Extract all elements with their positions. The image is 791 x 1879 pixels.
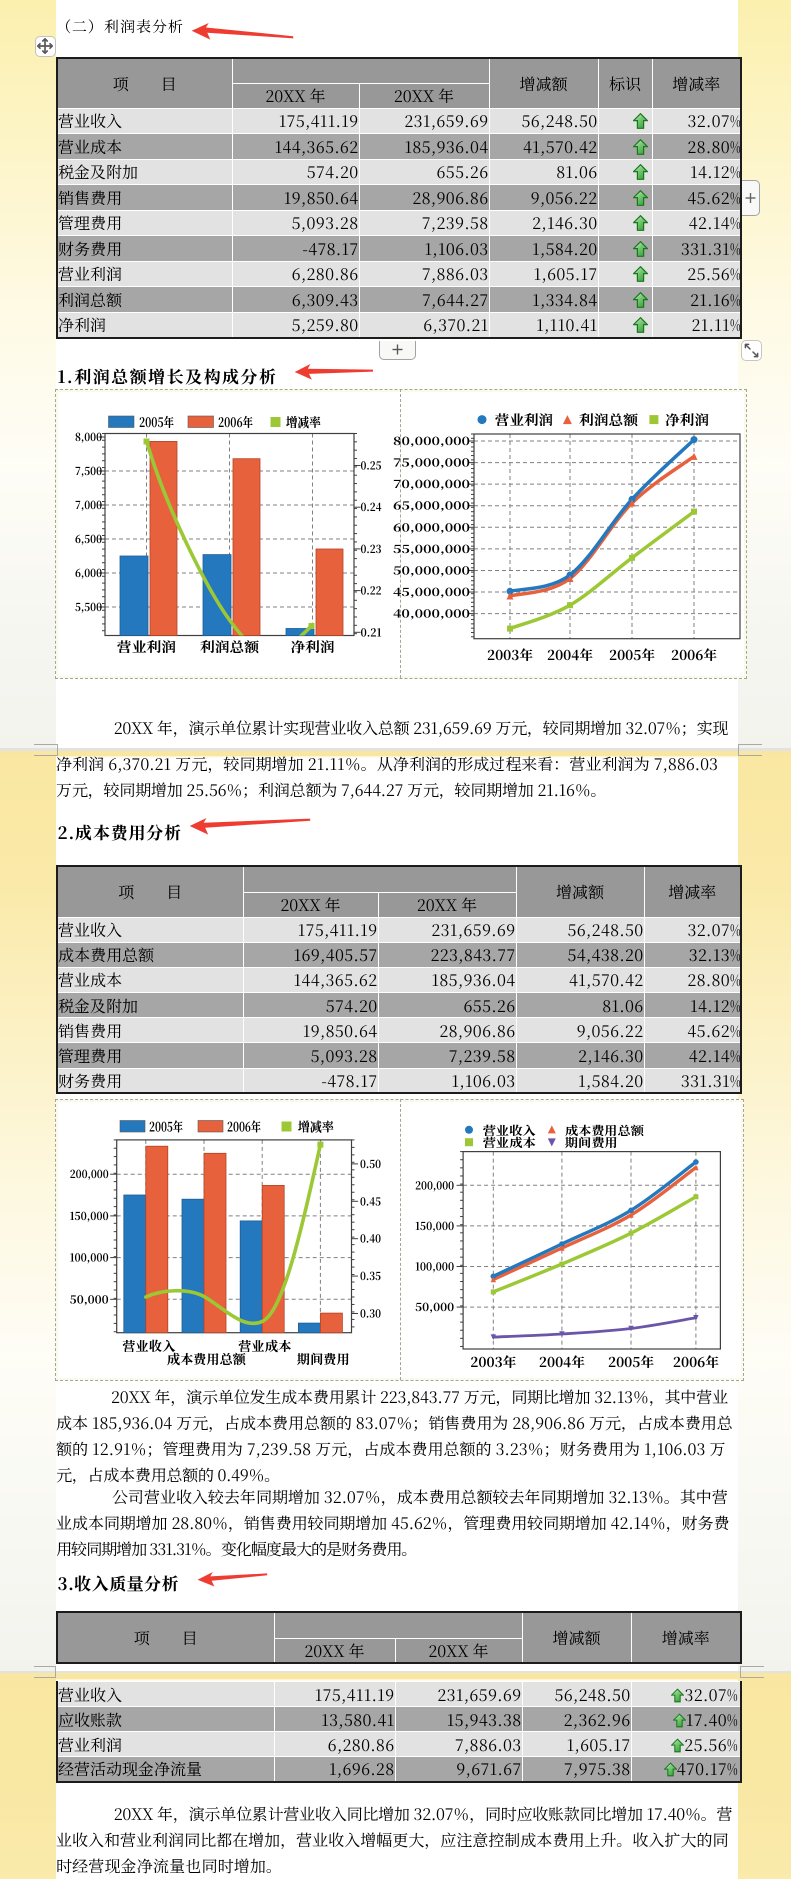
svg-text:2004年: 2004年 [539, 1351, 585, 1371]
svg-text:利润总额: 利润总额 [579, 410, 638, 430]
svg-text:营业成本: 营业成本 [483, 1134, 536, 1151]
svg-text:200,000: 200,000 [415, 1177, 454, 1193]
svg-text:0.22: 0.22 [361, 583, 382, 599]
svg-text:增减率: 增减率 [286, 412, 321, 431]
svg-text:2005年: 2005年 [609, 644, 655, 664]
svg-text:2003年: 2003年 [487, 644, 533, 664]
svg-text:0.35: 0.35 [360, 1268, 381, 1284]
svg-text:2006年: 2006年 [218, 412, 253, 431]
svg-text:50,000,000: 50,000,000 [393, 562, 471, 578]
svg-text:0.40: 0.40 [360, 1231, 381, 1247]
svg-text:2005年: 2005年 [149, 1117, 183, 1136]
svg-text:100,000: 100,000 [415, 1259, 454, 1275]
svg-text:100,000: 100,000 [70, 1250, 109, 1266]
svg-text:8,000: 8,000 [75, 429, 102, 445]
svg-text:2006年: 2006年 [671, 644, 717, 664]
svg-text:营业利润: 营业利润 [495, 410, 554, 430]
svg-text:2005年: 2005年 [608, 1351, 654, 1371]
svg-text:60,000,000: 60,000,000 [393, 519, 471, 535]
svg-text:200,000: 200,000 [70, 1166, 109, 1182]
svg-text:营业收入: 营业收入 [122, 1336, 176, 1355]
svg-text:0.50: 0.50 [360, 1156, 381, 1172]
svg-text:0.24: 0.24 [361, 499, 382, 515]
svg-text:5,500: 5,500 [75, 599, 102, 615]
svg-text:成本费用总额: 成本费用总额 [167, 1349, 246, 1368]
svg-text:2006年: 2006年 [227, 1117, 261, 1136]
svg-text:6,500: 6,500 [75, 531, 102, 547]
svg-text:期间费用: 期间费用 [297, 1349, 350, 1368]
svg-text:75,000,000: 75,000,000 [393, 455, 471, 471]
svg-text:0.30: 0.30 [360, 1306, 381, 1322]
svg-text:2003年: 2003年 [470, 1351, 516, 1371]
svg-text:70,000,000: 70,000,000 [393, 476, 471, 492]
svg-text:50,000: 50,000 [415, 1299, 455, 1315]
svg-text:净利润: 净利润 [665, 410, 710, 430]
svg-text:150,000: 150,000 [70, 1208, 109, 1224]
svg-text:40,000,000: 40,000,000 [393, 606, 471, 622]
svg-text:2006年: 2006年 [673, 1351, 719, 1371]
svg-text:营业成本: 营业成本 [238, 1336, 291, 1355]
svg-text:营业收入: 营业收入 [483, 1122, 537, 1139]
svg-text:50,000: 50,000 [70, 1291, 110, 1307]
svg-text:净利润: 净利润 [291, 637, 336, 657]
svg-text:6,000: 6,000 [75, 565, 102, 581]
svg-text:65,000,000: 65,000,000 [393, 498, 471, 514]
svg-text:期间费用: 期间费用 [565, 1134, 618, 1151]
svg-text:成本费用总额: 成本费用总额 [565, 1122, 644, 1139]
svg-text:80,000,000: 80,000,000 [393, 433, 471, 449]
svg-text:利润总额: 利润总额 [200, 637, 259, 657]
svg-text:7,500: 7,500 [75, 463, 102, 479]
svg-text:增减率: 增减率 [298, 1117, 334, 1136]
svg-text:45,000,000: 45,000,000 [393, 584, 471, 600]
svg-text:55,000,000: 55,000,000 [393, 541, 471, 557]
svg-text:7,000: 7,000 [75, 497, 102, 513]
svg-text:营业利润: 营业利润 [117, 637, 177, 657]
svg-text:2005年: 2005年 [139, 412, 174, 431]
svg-text:150,000: 150,000 [415, 1218, 454, 1234]
svg-text:0.25: 0.25 [361, 458, 382, 474]
svg-text:0.23: 0.23 [361, 541, 382, 557]
svg-text:0.21: 0.21 [361, 624, 382, 640]
svg-text:0.45: 0.45 [360, 1193, 381, 1209]
svg-text:2004年: 2004年 [547, 644, 593, 664]
